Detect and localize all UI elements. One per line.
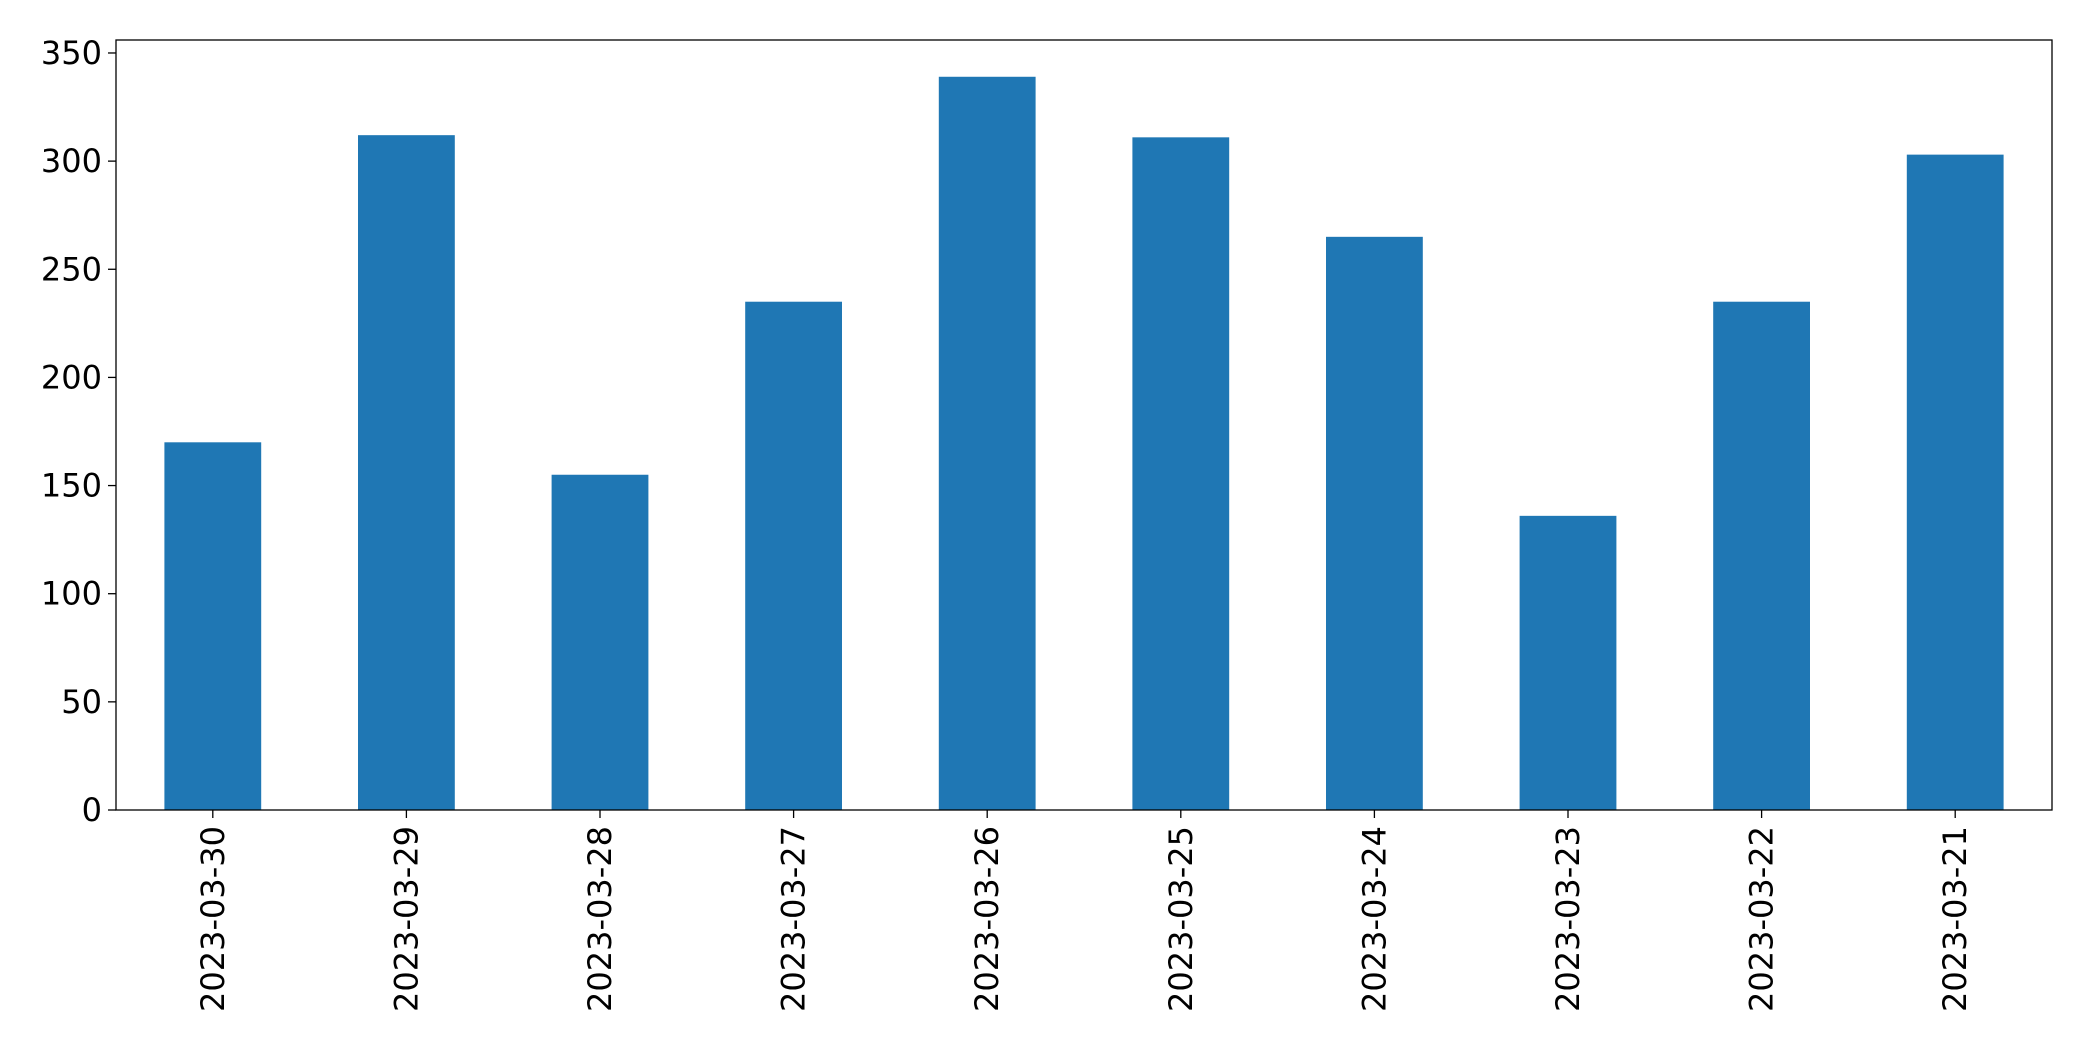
x-tick-label: 2023-03-27 — [775, 826, 813, 1012]
bar — [1326, 236, 1423, 811]
bar — [1713, 301, 1810, 810]
y-tick-label: 200 — [41, 358, 102, 396]
bar — [938, 76, 1036, 811]
bar — [1132, 137, 1230, 810]
x-tick-label: 2023-03-23 — [1549, 826, 1587, 1012]
bar — [1906, 154, 2004, 810]
plot-frame — [115, 39, 2053, 811]
y-tick-label: 0 — [82, 791, 102, 829]
bar — [551, 474, 649, 810]
y-tick-label: 300 — [41, 142, 102, 180]
bar — [745, 301, 842, 810]
x-tick-label: 2023-03-28 — [581, 826, 619, 1012]
x-tick-label: 2023-03-24 — [1355, 826, 1393, 1012]
y-tick-label: 250 — [41, 250, 102, 288]
x-tick-label: 2023-03-29 — [387, 826, 425, 1012]
x-tick-label: 2023-03-30 — [194, 826, 232, 1012]
bar — [164, 442, 262, 810]
y-tick-label: 100 — [41, 575, 102, 613]
y-tick-label: 350 — [41, 34, 102, 72]
bar — [1519, 515, 1617, 810]
bar — [358, 135, 455, 811]
x-tick-label: 2023-03-26 — [968, 826, 1006, 1012]
y-tick-label: 50 — [61, 683, 102, 721]
x-tick-label: 2023-03-25 — [1162, 826, 1200, 1012]
y-tick-label: 150 — [41, 467, 102, 505]
x-tick-label: 2023-03-22 — [1743, 826, 1781, 1012]
x-tick-label: 2023-03-21 — [1936, 826, 1974, 1012]
